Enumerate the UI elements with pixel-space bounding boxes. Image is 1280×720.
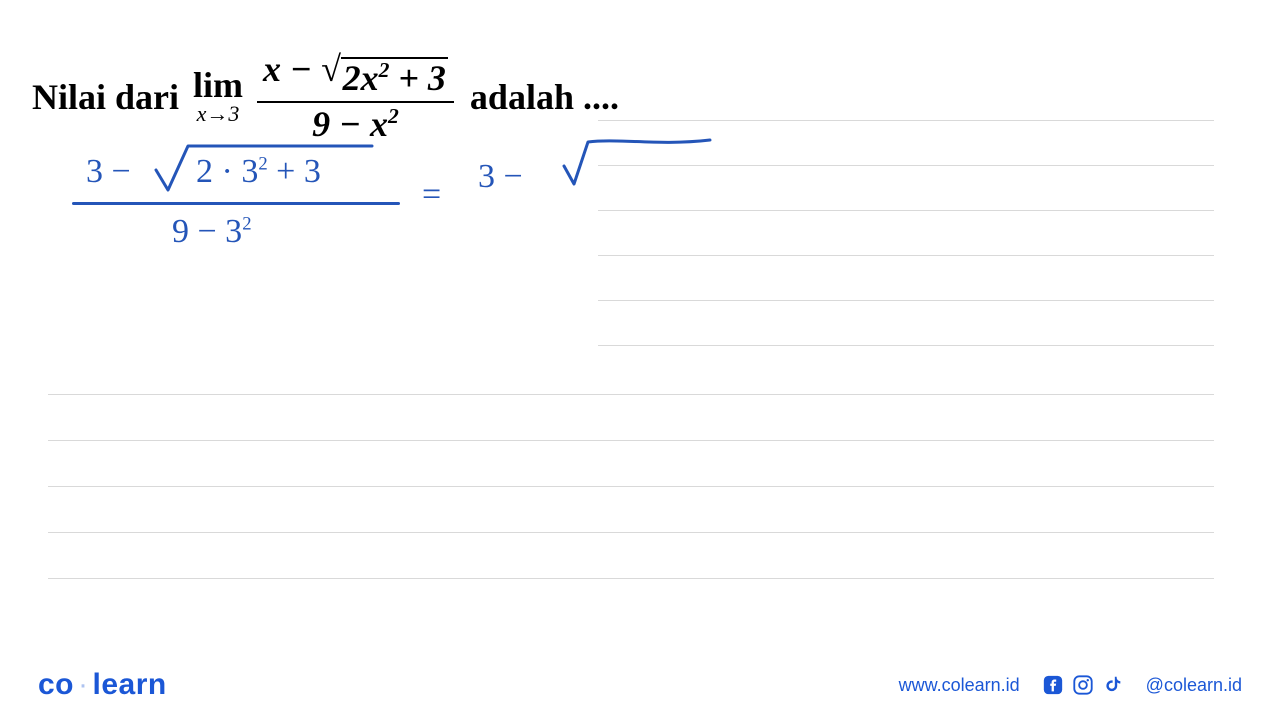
numerator: x − √ 2x2 + 3: [257, 50, 454, 99]
handwriting-fraction-bar: [72, 202, 400, 205]
rule-line: [598, 300, 1214, 301]
rule-line: [48, 440, 1214, 441]
lim-label: lim: [193, 67, 243, 103]
social-icons: [1042, 674, 1124, 696]
brand-logo: co·learn: [38, 668, 167, 702]
rule-line: [48, 394, 1214, 395]
whiteboard-page: Nilai dari lim x→3 x − √ 2x2 + 3 9 − x2: [0, 0, 1280, 720]
facebook-icon: [1042, 674, 1064, 696]
fraction-bar: [257, 101, 454, 103]
logo-left: co: [38, 668, 74, 701]
question-suffix: adalah ....: [470, 76, 619, 118]
rule-line: [48, 486, 1214, 487]
sqrt-expression: √ 2x2 + 3: [321, 51, 448, 99]
handwriting-sqrt2-icon: [558, 132, 718, 192]
footer-handle: @colearn.id: [1146, 675, 1242, 696]
footer: co·learn www.colearn.id @colearn.id: [0, 650, 1280, 720]
fraction: x − √ 2x2 + 3 9 − x2: [257, 50, 454, 144]
instagram-icon: [1072, 674, 1094, 696]
question-prefix: Nilai dari: [32, 76, 179, 118]
logo-separator: ·: [78, 668, 89, 701]
rule-line: [598, 120, 1214, 121]
rule-line: [48, 532, 1214, 533]
rule-line: [598, 255, 1214, 256]
footer-right: www.colearn.id @colearn.id: [899, 674, 1242, 696]
rule-line: [598, 210, 1214, 211]
handwriting-num-left: 3 −: [86, 155, 131, 189]
rule-line: [48, 578, 1214, 579]
tiktok-icon: [1102, 674, 1124, 696]
question-text: Nilai dari lim x→3 x − √ 2x2 + 3 9 − x2: [32, 50, 619, 144]
footer-url: www.colearn.id: [899, 675, 1020, 696]
rule-line: [598, 345, 1214, 346]
handwriting-step2-lead: 3 −: [478, 160, 523, 194]
limit-expression: lim x→3: [193, 67, 243, 127]
lim-subscript: x→3: [197, 101, 240, 127]
handwriting-radicand: 2 · 32 + 3: [196, 155, 321, 189]
handwriting-equals: =: [422, 178, 441, 212]
radicand: 2x2 + 3: [341, 57, 448, 99]
radical-icon: √: [321, 51, 341, 87]
handwriting-denominator: 9 − 32: [172, 215, 252, 249]
logo-right: learn: [93, 668, 167, 701]
